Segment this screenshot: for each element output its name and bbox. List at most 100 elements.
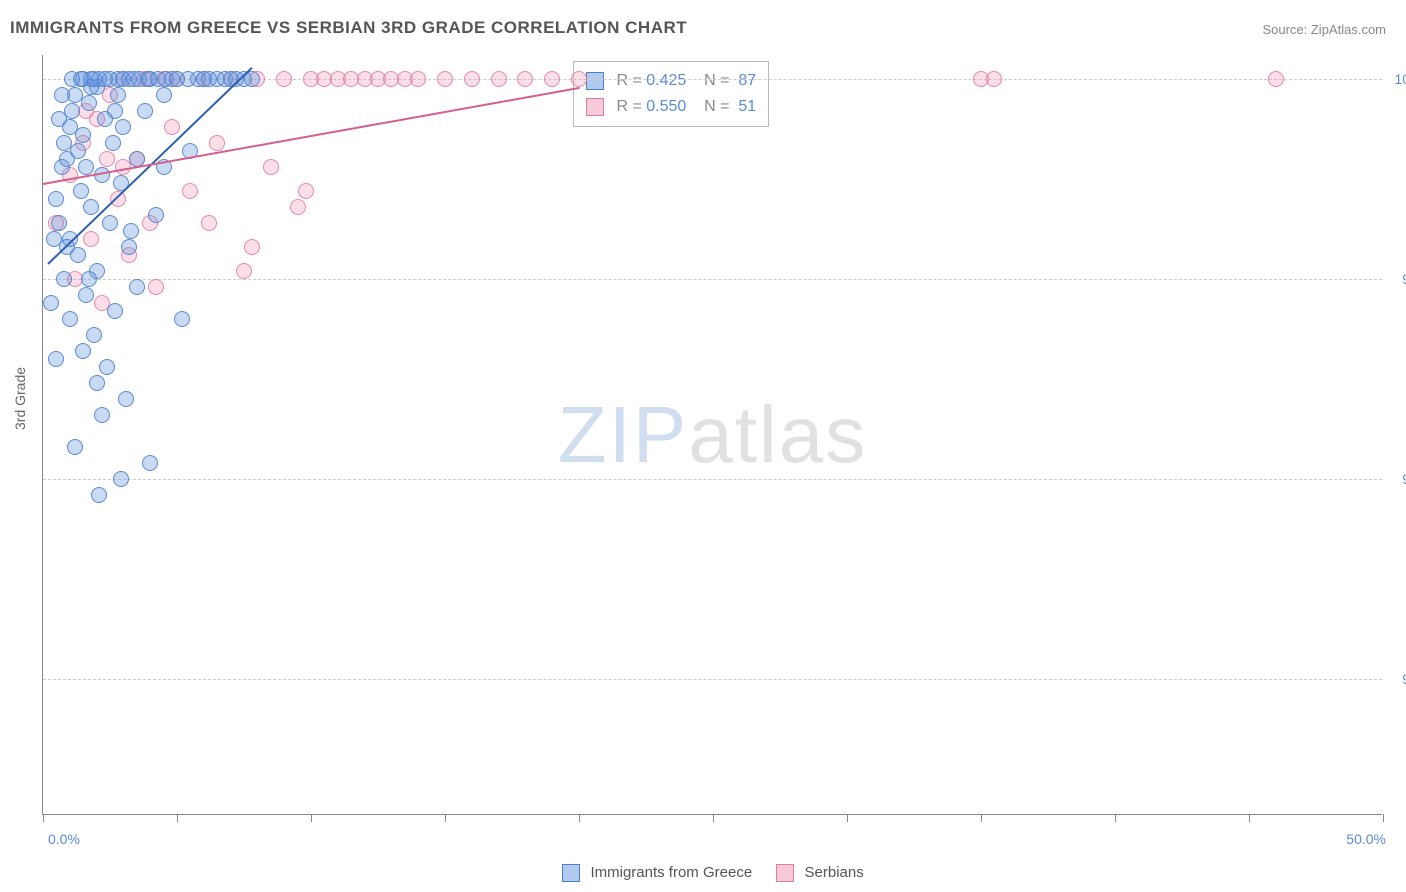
data-point-greece bbox=[89, 375, 105, 391]
data-point-greece bbox=[78, 159, 94, 175]
data-point-greece bbox=[105, 135, 121, 151]
data-point-greece bbox=[78, 287, 94, 303]
data-point-serbians bbox=[99, 151, 115, 167]
r-label: R = bbox=[616, 98, 641, 115]
data-point-greece bbox=[107, 303, 123, 319]
data-point-serbians bbox=[182, 183, 198, 199]
data-point-greece bbox=[86, 327, 102, 343]
data-point-serbians bbox=[148, 279, 164, 295]
x-tick bbox=[1249, 814, 1250, 822]
data-point-serbians bbox=[410, 71, 426, 87]
data-point-serbians bbox=[263, 159, 279, 175]
n-value-serbians: 51 bbox=[738, 98, 756, 115]
x-tick bbox=[445, 814, 446, 822]
legend-label-greece: Immigrants from Greece bbox=[590, 864, 752, 881]
data-point-serbians bbox=[1268, 71, 1284, 87]
data-point-greece bbox=[75, 127, 91, 143]
data-point-greece bbox=[129, 279, 145, 295]
gridline-horizontal bbox=[43, 279, 1382, 280]
data-point-greece bbox=[73, 183, 89, 199]
legend-swatch-greece-icon bbox=[562, 864, 580, 882]
stats-row-serbians: R = 0.550 N = 51 bbox=[586, 94, 756, 120]
y-tick-label: 97.5% bbox=[1387, 271, 1406, 287]
legend-swatch-serbians-icon bbox=[776, 864, 794, 882]
y-axis-label: 3rd Grade bbox=[12, 367, 28, 430]
y-tick-label: 100.0% bbox=[1387, 71, 1406, 87]
data-point-serbians bbox=[571, 71, 587, 87]
legend-label-serbians: Serbians bbox=[805, 864, 864, 881]
data-point-greece bbox=[115, 119, 131, 135]
data-point-serbians bbox=[986, 71, 1002, 87]
trend-line-serbians bbox=[43, 87, 579, 185]
data-point-greece bbox=[148, 207, 164, 223]
data-point-greece bbox=[174, 311, 190, 327]
data-point-greece bbox=[156, 87, 172, 103]
data-point-greece bbox=[123, 223, 139, 239]
data-point-serbians bbox=[491, 71, 507, 87]
data-point-greece bbox=[81, 271, 97, 287]
n-label: N = bbox=[704, 98, 729, 115]
correlation-stats-box: R = 0.425 N = 87 R = 0.550 N = 51 bbox=[573, 61, 769, 127]
r-value-greece: 0.425 bbox=[646, 72, 686, 89]
y-tick-label: 95.0% bbox=[1387, 471, 1406, 487]
x-tick bbox=[1115, 814, 1116, 822]
x-tick bbox=[1383, 814, 1384, 822]
data-point-greece bbox=[43, 295, 59, 311]
x-tick bbox=[579, 814, 580, 822]
data-point-greece bbox=[118, 391, 134, 407]
data-point-greece bbox=[137, 103, 153, 119]
data-point-serbians bbox=[276, 71, 292, 87]
x-tick bbox=[713, 814, 714, 822]
data-point-greece bbox=[51, 111, 67, 127]
stats-row-greece: R = 0.425 N = 87 bbox=[586, 68, 756, 94]
n-value-greece: 87 bbox=[738, 72, 756, 89]
data-point-greece bbox=[102, 215, 118, 231]
r-label: R = bbox=[616, 72, 641, 89]
data-point-greece bbox=[110, 87, 126, 103]
data-point-greece bbox=[91, 487, 107, 503]
data-point-greece bbox=[48, 191, 64, 207]
x-tick bbox=[177, 814, 178, 822]
x-axis-max-label: 50.0% bbox=[1346, 831, 1386, 847]
data-point-greece bbox=[142, 455, 158, 471]
data-point-serbians bbox=[464, 71, 480, 87]
y-tick-label: 92.5% bbox=[1387, 671, 1406, 687]
data-point-greece bbox=[75, 343, 91, 359]
data-point-greece bbox=[54, 87, 70, 103]
data-point-serbians bbox=[236, 263, 252, 279]
x-tick bbox=[981, 814, 982, 822]
data-point-greece bbox=[94, 407, 110, 423]
watermark-atlas: atlas bbox=[688, 390, 867, 479]
x-tick bbox=[43, 814, 44, 822]
data-point-greece bbox=[99, 359, 115, 375]
data-point-serbians bbox=[437, 71, 453, 87]
scatter-plot-area: ZIPatlas R = 0.425 N = 87 R = 0.550 N = … bbox=[42, 55, 1382, 815]
data-point-greece bbox=[62, 311, 78, 327]
x-tick bbox=[311, 814, 312, 822]
data-point-greece bbox=[51, 215, 67, 231]
swatch-greece-icon bbox=[586, 72, 604, 90]
data-point-serbians bbox=[244, 239, 260, 255]
r-value-serbians: 0.550 bbox=[646, 98, 686, 115]
n-label: N = bbox=[704, 72, 729, 89]
data-point-serbians bbox=[544, 71, 560, 87]
data-point-greece bbox=[56, 271, 72, 287]
data-point-greece bbox=[121, 239, 137, 255]
chart-title: IMMIGRANTS FROM GREECE VS SERBIAN 3RD GR… bbox=[10, 18, 687, 38]
data-point-serbians bbox=[83, 231, 99, 247]
watermark-zip: ZIP bbox=[558, 390, 688, 479]
data-point-serbians bbox=[201, 215, 217, 231]
data-point-serbians bbox=[517, 71, 533, 87]
data-point-serbians bbox=[209, 135, 225, 151]
data-point-greece bbox=[83, 199, 99, 215]
data-point-greece bbox=[48, 351, 64, 367]
x-axis-min-label: 0.0% bbox=[48, 831, 80, 847]
data-point-serbians bbox=[290, 199, 306, 215]
data-point-greece bbox=[70, 143, 86, 159]
swatch-serbians-icon bbox=[586, 98, 604, 116]
gridline-horizontal bbox=[43, 679, 1382, 680]
x-tick bbox=[847, 814, 848, 822]
data-point-greece bbox=[67, 439, 83, 455]
data-point-serbians bbox=[298, 183, 314, 199]
chart-legend: Immigrants from Greece Serbians bbox=[0, 864, 1406, 882]
